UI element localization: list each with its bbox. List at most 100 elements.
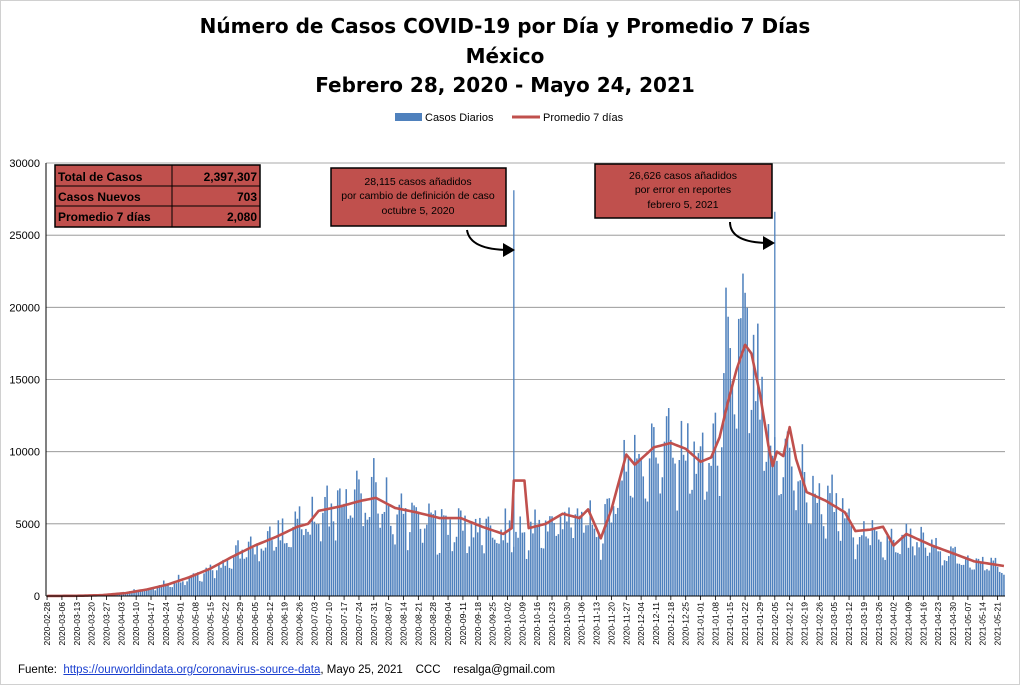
bar — [742, 273, 744, 596]
bar — [752, 334, 755, 596]
bar — [996, 566, 999, 596]
bar — [740, 318, 742, 596]
bar — [426, 524, 428, 596]
bar — [625, 471, 628, 596]
bar — [498, 543, 500, 596]
y-tick-label-3: 15000 — [9, 375, 40, 387]
axes — [45, 163, 1005, 597]
bar — [430, 512, 432, 596]
bar — [905, 523, 908, 596]
bar — [958, 563, 961, 596]
bar — [349, 515, 352, 596]
bar — [542, 548, 545, 596]
bar — [474, 518, 477, 596]
bar — [587, 525, 589, 596]
bar — [356, 470, 358, 596]
bar — [432, 514, 434, 596]
bar — [888, 540, 891, 596]
stats-table-bg — [54, 164, 261, 228]
bar — [984, 570, 986, 596]
bar — [663, 441, 666, 596]
bar — [954, 546, 956, 596]
legend-swatch-bars — [395, 113, 422, 121]
bar — [973, 569, 975, 596]
bar — [969, 567, 971, 596]
x-tick-label: 2020-12-04 — [636, 602, 646, 646]
bar — [489, 525, 492, 596]
bar — [438, 552, 441, 596]
bar — [827, 485, 829, 596]
bar — [776, 460, 778, 596]
x-tick-label: 2020-08-21 — [413, 602, 423, 646]
stat-label-total: Total de Casos — [58, 170, 143, 184]
bar — [644, 498, 647, 596]
bar — [636, 458, 638, 596]
x-tick-label: 2020-04-24 — [161, 602, 171, 646]
x-tick-label: 2021-05-14 — [978, 602, 988, 646]
bar — [341, 504, 343, 596]
bar — [960, 564, 963, 596]
bar — [269, 526, 271, 596]
x-tick-label: 2020-05-08 — [191, 602, 201, 646]
bar — [462, 530, 464, 596]
bar — [803, 472, 806, 596]
bar — [249, 536, 252, 596]
bar — [530, 521, 532, 596]
x-tick-label: 2021-03-12 — [844, 602, 854, 646]
bar — [366, 519, 369, 596]
bar — [784, 438, 787, 596]
bar — [799, 480, 802, 596]
avg-line — [47, 343, 1005, 598]
bar — [377, 513, 379, 596]
bar — [767, 424, 770, 596]
y-tick-label-5: 25000 — [9, 230, 40, 242]
bar — [472, 537, 475, 596]
bar — [177, 574, 180, 596]
bar — [1001, 572, 1003, 596]
x-tick-label: 2021-04-16 — [918, 602, 928, 646]
bar — [909, 528, 912, 596]
x-tick-label: 2021-05-21 — [993, 602, 1003, 646]
bar — [795, 510, 797, 596]
bar — [230, 568, 233, 596]
bar — [351, 517, 354, 596]
x-tick-label: 2020-05-29 — [235, 602, 245, 646]
bar — [264, 547, 267, 596]
bar — [303, 535, 305, 596]
bar — [604, 504, 606, 596]
x-tick-label: 2020-07-31 — [369, 602, 379, 646]
legend: Casos Diarios Promedio 7 días — [395, 112, 624, 124]
bar — [733, 414, 736, 596]
bar — [343, 503, 345, 596]
footer-source-link[interactable]: https://ourworldindata.org/coronavirus-s… — [63, 664, 321, 676]
bar — [538, 519, 541, 596]
bar — [937, 551, 939, 596]
legend-label-line: Promedio 7 días — [543, 112, 624, 124]
bar — [975, 558, 978, 596]
x-tick-label: 2020-10-02 — [502, 602, 512, 646]
y-tick-label-0: 0 — [34, 591, 40, 603]
bar — [765, 461, 768, 596]
bar — [381, 513, 384, 596]
bar — [146, 588, 148, 596]
bar — [392, 534, 394, 596]
bar — [362, 526, 364, 596]
bar — [831, 474, 833, 596]
bar — [557, 534, 560, 596]
bar — [211, 570, 214, 596]
x-tick-label: 2021-04-23 — [933, 602, 943, 646]
bar — [824, 538, 827, 596]
bar — [653, 427, 655, 596]
bar — [143, 589, 146, 596]
bar — [614, 513, 617, 596]
bar — [629, 495, 632, 596]
x-tick-label: 2020-10-09 — [517, 602, 527, 646]
x-tick-label: 2021-01-01 — [696, 602, 706, 646]
bar — [241, 549, 244, 596]
bar — [979, 563, 982, 596]
bar — [508, 520, 511, 596]
bar — [406, 550, 409, 596]
bar — [411, 502, 413, 596]
bar — [385, 477, 388, 596]
x-tick-label: 2020-11-20 — [606, 602, 616, 645]
